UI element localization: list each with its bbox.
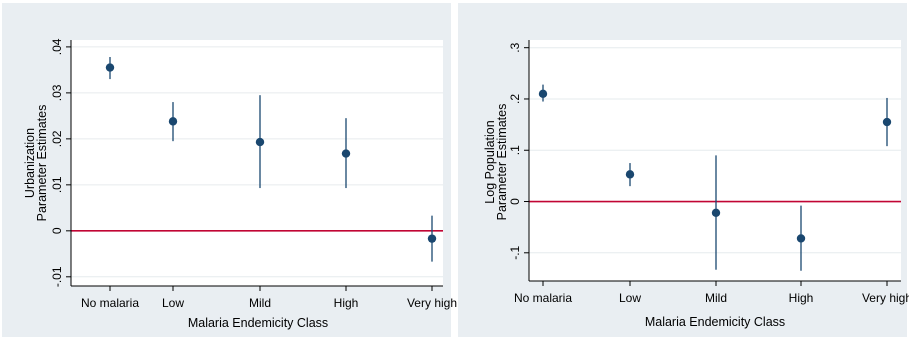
x-tick-label: High — [789, 291, 814, 305]
plot-area — [71, 40, 443, 286]
x-ticks: No malaria Low Mild High Very high — [81, 286, 457, 310]
point-estimate — [255, 137, 265, 147]
point-estimate — [538, 89, 548, 99]
y-ticks: -.01 0 .01 .02 .03 .04 — [50, 38, 71, 287]
y-axis-title-line2: Parameter Estimates — [35, 105, 49, 222]
y-tick-label: .2 — [508, 94, 522, 104]
point-estimate — [882, 117, 892, 127]
y-tick-label: .04 — [50, 38, 64, 55]
x-tick-label: High — [334, 296, 359, 310]
y-ticks: -.1 0 .1 .2 .3 — [508, 42, 529, 260]
point-estimate — [341, 149, 351, 158]
y-tick-label: 0 — [50, 227, 64, 234]
y-tick-label: -.01 — [50, 266, 64, 287]
point-estimates — [538, 89, 892, 243]
x-axis-title: Malaria Endemicity Class — [645, 315, 785, 329]
y-tick-label: .02 — [50, 130, 64, 147]
x-tick-label: Low — [162, 296, 184, 310]
chart-panel-urbanization: -.01 0 .01 .02 .03 .04 No malaria Low Mild High V… — [2, 3, 457, 337]
y-tick-label: .01 — [50, 176, 64, 193]
point-estimate — [796, 234, 806, 243]
x-axis-title: Malaria Endemicity Class — [188, 316, 328, 330]
point-estimate — [625, 170, 635, 179]
point-estimate — [427, 234, 437, 243]
x-ticks: No malaria Low Mild High Very high — [514, 281, 909, 305]
x-tick-label: Mild — [249, 296, 271, 310]
x-tick-label: No malaria — [514, 291, 572, 305]
plot-area — [529, 40, 901, 281]
y-tick-label: .3 — [508, 42, 522, 52]
x-tick-label: No malaria — [81, 296, 139, 310]
x-tick-label: Low — [619, 291, 641, 305]
y-tick-label: -.1 — [508, 245, 522, 259]
y-axis-title-line2: Parameter Estimates — [495, 104, 509, 221]
y-tick-label: .03 — [50, 84, 64, 101]
chart-panel-log-population: -.1 0 .1 .2 .3 No malaria Low Mild High Very hig… — [458, 3, 909, 337]
y-tick-label: .1 — [508, 145, 522, 155]
y-tick-label: 0 — [508, 198, 522, 205]
x-tick-label: Very high — [862, 291, 909, 305]
y-axis-title-line1: Urbanization — [23, 128, 37, 198]
point-estimate — [105, 63, 115, 72]
x-tick-label: Mild — [705, 291, 727, 305]
x-tick-label: Very high — [407, 296, 457, 310]
point-estimate — [711, 208, 721, 218]
y-axis-title-line1: Log Population — [483, 120, 497, 203]
point-estimates — [105, 63, 437, 243]
point-estimate — [168, 117, 178, 126]
